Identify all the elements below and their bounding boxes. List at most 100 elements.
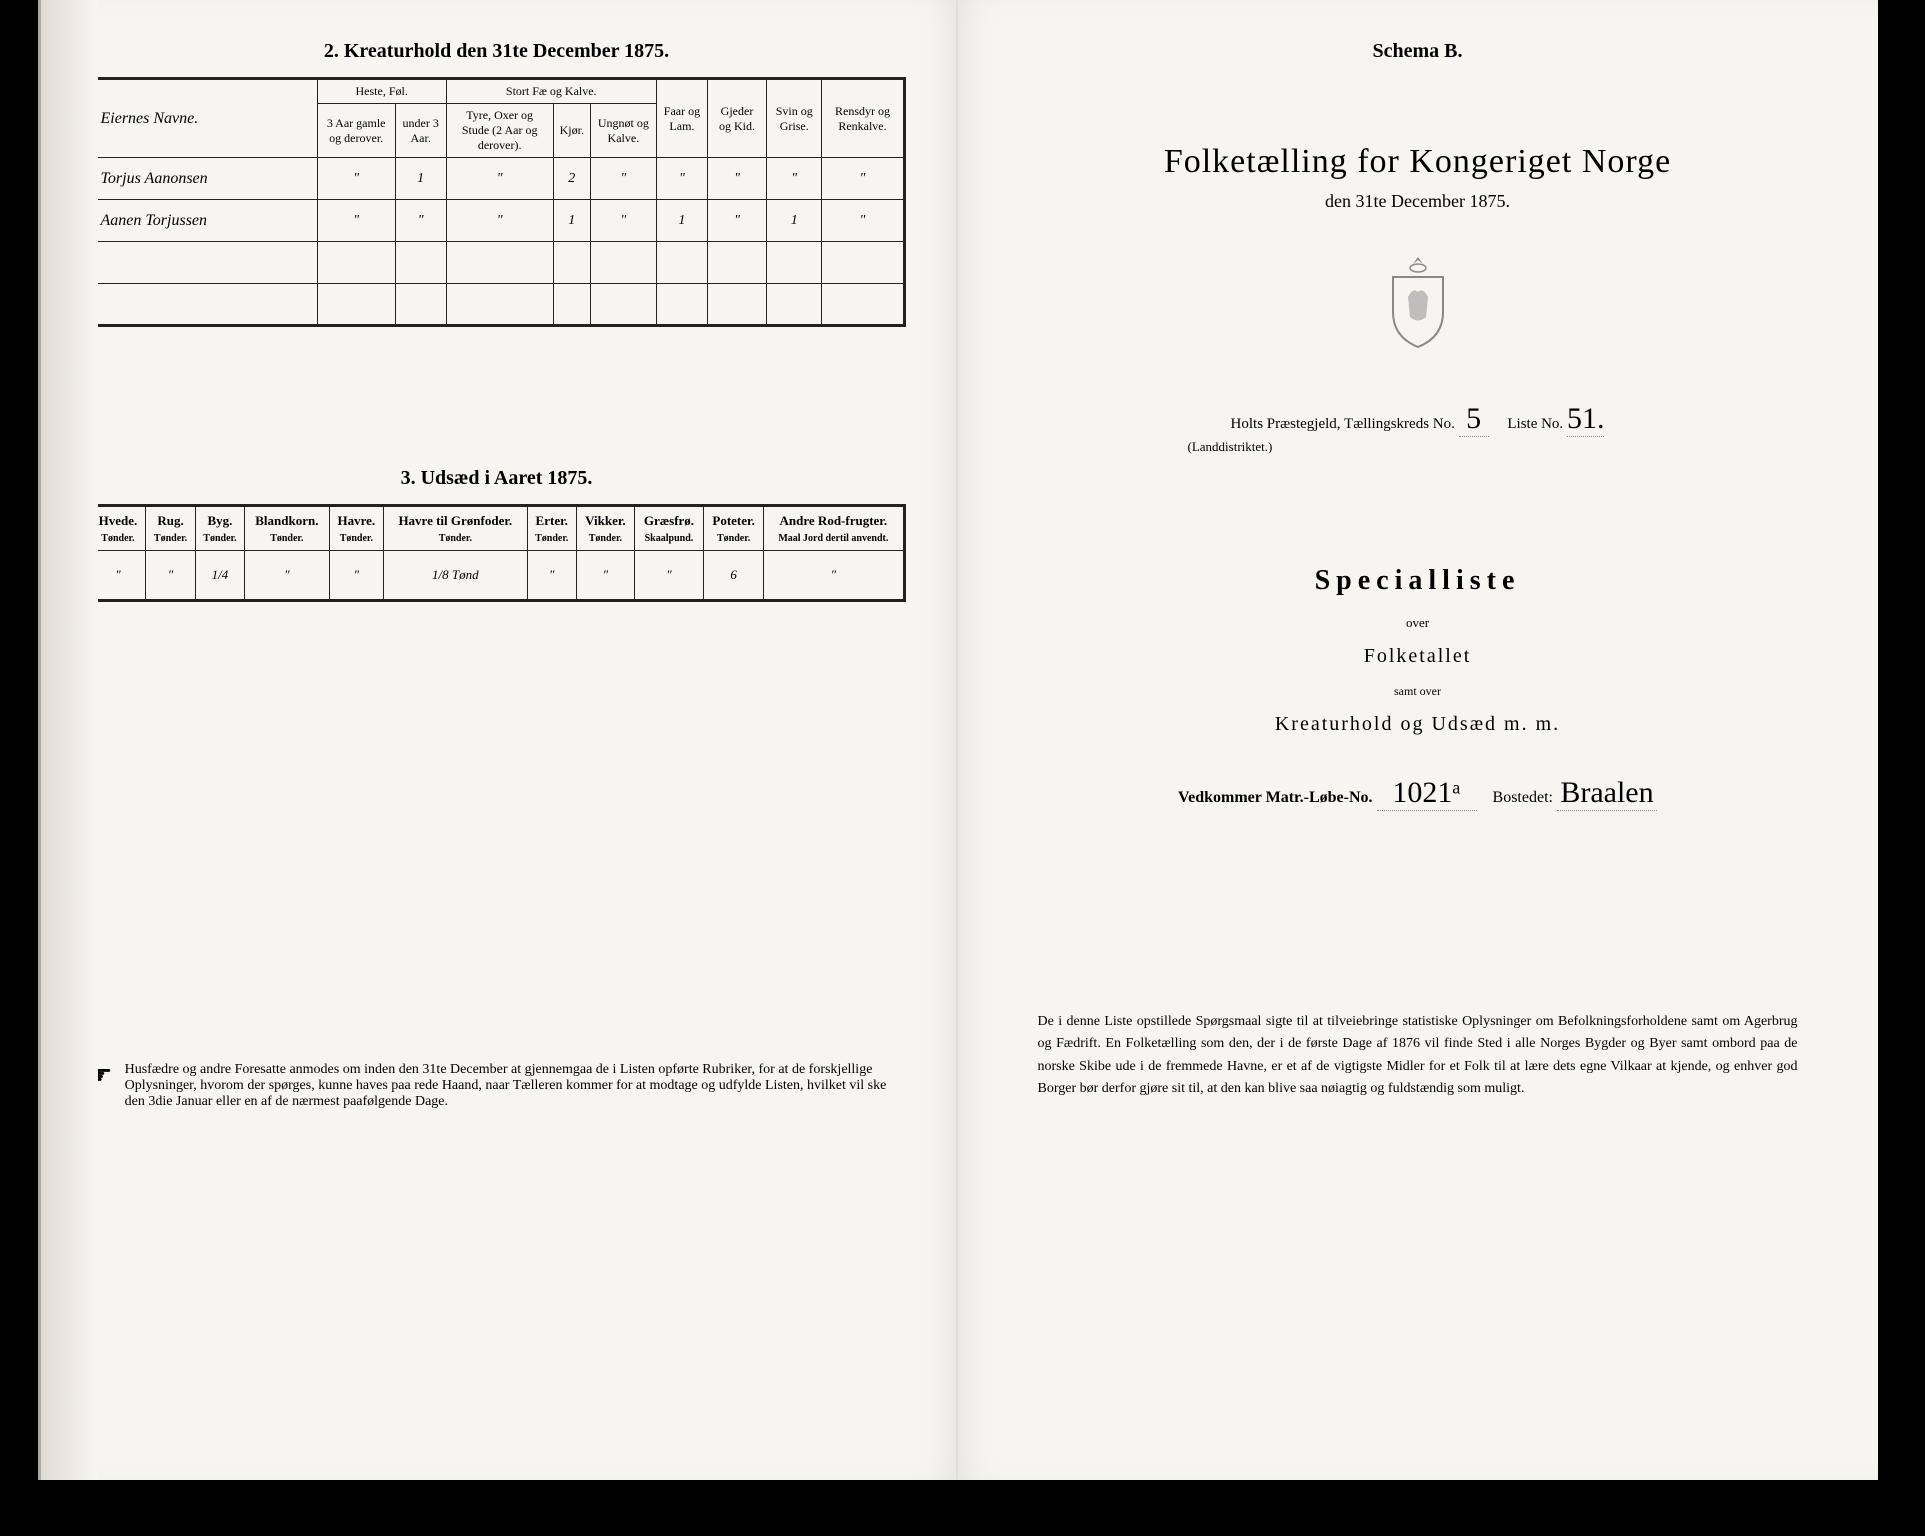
cell: ": [822, 200, 904, 242]
udsaed-th: Erter.Tønder.: [527, 506, 576, 551]
bottom-paragraph: De i denne Liste opstillede Spørgsmaal s…: [1008, 1011, 1828, 1101]
udsaed-cell: ": [329, 551, 384, 601]
cell: ": [317, 158, 395, 200]
sub-date: den 31te December 1875.: [1008, 191, 1828, 212]
th-stort-group: Stort Fæ og Kalve.: [446, 79, 656, 104]
main-title: Folketælling for Kongeriget Norge: [1008, 143, 1828, 181]
kreatur-table: Eiernes Navne. Heste, Føl. Stort Fæ og K…: [88, 77, 906, 327]
udsaed-cell: ": [89, 551, 146, 601]
cell: ": [766, 158, 822, 200]
udsaed-th: Rug.Tønder.: [146, 506, 195, 551]
schema-label: Schema B.: [1008, 40, 1828, 63]
cell: [553, 242, 590, 284]
section3-title: 3. Udsæd i Aaret 1875.: [88, 467, 906, 490]
cell: 1: [766, 200, 822, 242]
bostedet-value: Braalen: [1557, 776, 1657, 811]
udsaed-th: Græsfrø.Skaalpund.: [634, 506, 703, 551]
cell: [708, 284, 767, 326]
liste-no: 51.: [1567, 402, 1605, 437]
kreds-prefix: Holts Præstegjeld, Tællingskreds No.: [1231, 416, 1455, 432]
udsaed-th: Havre.Tønder.: [329, 506, 384, 551]
coat-of-arms-icon: [1008, 252, 1828, 352]
specialliste-title: Specialliste: [1008, 565, 1828, 597]
matr-no: 1021ᵃ: [1377, 776, 1477, 811]
cell: [317, 284, 395, 326]
udsaed-th: Blandkorn.Tønder.: [245, 506, 329, 551]
th-owner: Eiernes Navne.: [89, 79, 317, 158]
kreatur-udsaed-label: Kreaturhold og Udsæd m. m.: [1008, 713, 1828, 736]
cell: ": [590, 158, 656, 200]
section2-title: 2. Kreaturhold den 31te December 1875.: [88, 40, 906, 63]
udsaed-cell: ": [245, 551, 329, 601]
udsaed-table: Hvede.Tønder.Rug.Tønder.Byg.Tønder.Bland…: [88, 504, 906, 602]
owner-name: [89, 284, 317, 326]
cell: ": [590, 200, 656, 242]
th-stort-a: Tyre, Oxer og Stude (2 Aar og derover).: [446, 104, 553, 158]
cell: [708, 242, 767, 284]
udsaed-th: Hvede.Tønder.: [89, 506, 146, 551]
cell: [317, 242, 395, 284]
cell: [395, 284, 446, 326]
cell: [590, 284, 656, 326]
cell: ": [395, 200, 446, 242]
th-faar: Faar og Lam.: [656, 79, 707, 158]
table-row: [89, 242, 904, 284]
vedkommer-line: Vedkommer Matr.-Løbe-No. 1021ᵃ Bostedet:…: [1008, 776, 1828, 811]
owner-name: Torjus Aanonsen: [89, 158, 317, 200]
cell: [656, 284, 707, 326]
udsaed-th: Poteter.Tønder.: [704, 506, 764, 551]
udsaed-cell: 1/4: [195, 551, 244, 601]
cell: [446, 242, 553, 284]
cell: ": [708, 200, 767, 242]
cell: ": [446, 158, 553, 200]
udsaed-th: Havre til Grønfoder.Tønder.: [384, 506, 527, 551]
cell: [822, 242, 904, 284]
footnote: ☛ Husfædre og andre Foresatte anmodes om…: [88, 1062, 906, 1110]
udsaed-cell: 1/8 Tønd: [384, 551, 527, 601]
udsaed-cell: ": [146, 551, 195, 601]
udsaed-th: Andre Rod-frugter.Maal Jord dertil anven…: [764, 506, 904, 551]
right-page: Schema B. Folketælling for Kongeriget No…: [958, 0, 1878, 1480]
cell: 2: [553, 158, 590, 200]
left-page: 2. Kreaturhold den 31te December 1875. E…: [38, 0, 958, 1480]
cell: [553, 284, 590, 326]
cell: [590, 242, 656, 284]
kreds-line: Holts Præstegjeld, Tællingskreds No. 5 L…: [1008, 402, 1828, 455]
cell: ": [656, 158, 707, 200]
udsaed-th: Vikker.Tønder.: [576, 506, 634, 551]
cell: [656, 242, 707, 284]
udsaed-cell: ": [634, 551, 703, 601]
cell: ": [708, 158, 767, 200]
owner-name: Aanen Torjussen: [89, 200, 317, 242]
udsaed-cell: ": [576, 551, 634, 601]
book-spread: 2. Kreaturhold den 31te December 1875. E…: [38, 0, 1888, 1480]
liste-label: Liste No.: [1507, 416, 1563, 432]
udsaed-cell: ": [764, 551, 904, 601]
table-row: Torjus Aanonsen"1"2""""": [89, 158, 904, 200]
th-stort-c: Ungnøt og Kalve.: [590, 104, 656, 158]
owner-name: [89, 242, 317, 284]
udsaed-cell: 6: [704, 551, 764, 601]
page-edge: [38, 0, 98, 1480]
cell: [446, 284, 553, 326]
samt-label: samt over: [1008, 684, 1828, 699]
cell: ": [822, 158, 904, 200]
cell: ": [446, 200, 553, 242]
folketallet-label: Folketallet: [1008, 645, 1828, 668]
udsaed-th: Byg.Tønder.: [195, 506, 244, 551]
th-heste-group: Heste, Føl.: [317, 79, 446, 104]
table-row: Aanen Torjussen"""1"1"1": [89, 200, 904, 242]
cell: 1: [395, 158, 446, 200]
th-stort-b: Kjør.: [553, 104, 590, 158]
th-rensdyr: Rensdyr og Renkalve.: [822, 79, 904, 158]
cell: [766, 284, 822, 326]
cell: [766, 242, 822, 284]
landdistrikt: (Landdistriktet.): [1008, 439, 1828, 455]
cell: [395, 242, 446, 284]
th-svin: Svin og Grise.: [766, 79, 822, 158]
cell: 1: [656, 200, 707, 242]
over-label: over: [1008, 615, 1828, 631]
th-heste-b: under 3 Aar.: [395, 104, 446, 158]
footnote-text: Husfædre og andre Foresatte anmodes om i…: [125, 1062, 906, 1110]
cell: ": [317, 200, 395, 242]
